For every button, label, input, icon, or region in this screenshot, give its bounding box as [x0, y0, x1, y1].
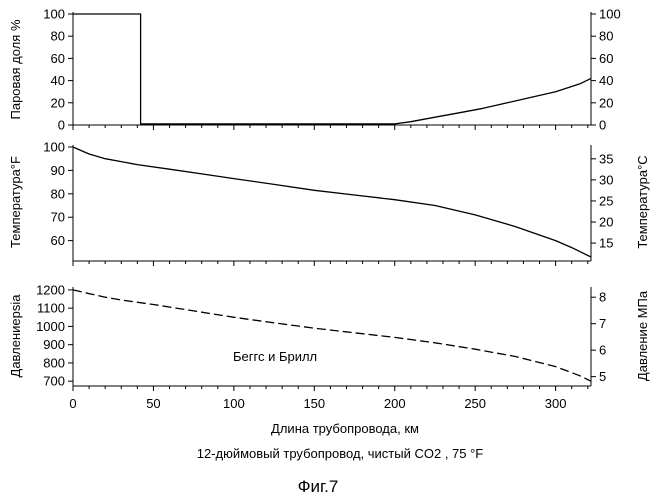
y-axis-title-left: Давлениеpsia	[8, 294, 23, 378]
y-tick-label-left: 100	[43, 140, 65, 155]
y-tick-label-left: 60	[51, 233, 65, 248]
x-tick-label: 100	[223, 396, 245, 411]
figure-subcaption: 12-дюймовый трубопровод, чистый CO2 , 75…	[197, 446, 484, 461]
y-tick-label-left: 1200	[36, 282, 65, 297]
y-axis-title-right: Температура°C	[635, 155, 650, 248]
series-line-vapor	[73, 14, 591, 124]
y-tick-label-right: 5	[599, 369, 606, 384]
y-tick-label-left: 900	[43, 337, 65, 352]
y-tick-label-right: 60	[599, 51, 613, 66]
panel-pressure: 7008009001000110012005678ДавлениеpsiaДав…	[8, 282, 650, 411]
y-tick-label-left: 100	[43, 7, 65, 22]
y-tick-label-left: 70	[51, 210, 65, 225]
y-tick-label-right: 0	[599, 118, 606, 133]
y-tick-label-right: 80	[599, 29, 613, 44]
x-tick-label: 200	[384, 396, 406, 411]
y-tick-label-right: 7	[599, 316, 606, 331]
y-tick-label-right: 6	[599, 343, 606, 358]
x-axis-title: Длина трубопровода, км	[271, 421, 419, 436]
x-tick-label: 50	[146, 396, 160, 411]
y-tick-label-right: 20	[599, 215, 613, 230]
figure-label: Фиг.7	[298, 477, 339, 496]
y-tick-label-right: 8	[599, 290, 606, 305]
y-tick-label-left: 700	[43, 374, 65, 389]
y-tick-label-right: 20	[599, 95, 613, 110]
x-tick-label: 150	[303, 396, 325, 411]
y-tick-label-right: 35	[599, 151, 613, 166]
y-tick-label-left: 90	[51, 163, 65, 178]
y-tick-label-left: 20	[51, 95, 65, 110]
y-tick-label-left: 80	[51, 186, 65, 201]
y-tick-label-left: 40	[51, 73, 65, 88]
x-tick-label: 300	[545, 396, 567, 411]
y-tick-label-left: 80	[51, 29, 65, 44]
y-tick-label-left: 1100	[37, 301, 65, 316]
panel-vapor-fraction: 0 20 40 60 80 100 0 20 40 60 80 100 Паровая доля %	[8, 7, 621, 133]
y-tick-label-right: 100	[599, 7, 621, 22]
series-line-temperature	[73, 147, 591, 257]
y-axis-title-left: Температура°F	[8, 156, 23, 248]
panel-temperature: 60 70 80 90 100 15 20 25 30 35 Температура°F Темпер…	[8, 140, 650, 267]
y-tick-label-left: 800	[43, 355, 65, 370]
y-axis-title-left: Паровая доля %	[8, 19, 23, 119]
x-tick-label: 0	[69, 396, 76, 411]
y-tick-label-left: 0	[58, 118, 65, 133]
y-tick-label-right: 25	[599, 193, 613, 208]
y-tick-label-left: 60	[51, 51, 65, 66]
annotation-beggs-brill: Беггс и Брилл	[233, 349, 317, 364]
y-tick-label-right: 15	[599, 236, 613, 251]
y-tick-label-left: 1000	[36, 319, 65, 334]
y-tick-label-right: 40	[599, 73, 613, 88]
x-tick-label: 250	[464, 396, 486, 411]
series-line-pressure	[73, 290, 591, 381]
y-tick-label-right: 30	[599, 172, 613, 187]
y-axis-title-right: Давление МПа	[635, 290, 650, 381]
